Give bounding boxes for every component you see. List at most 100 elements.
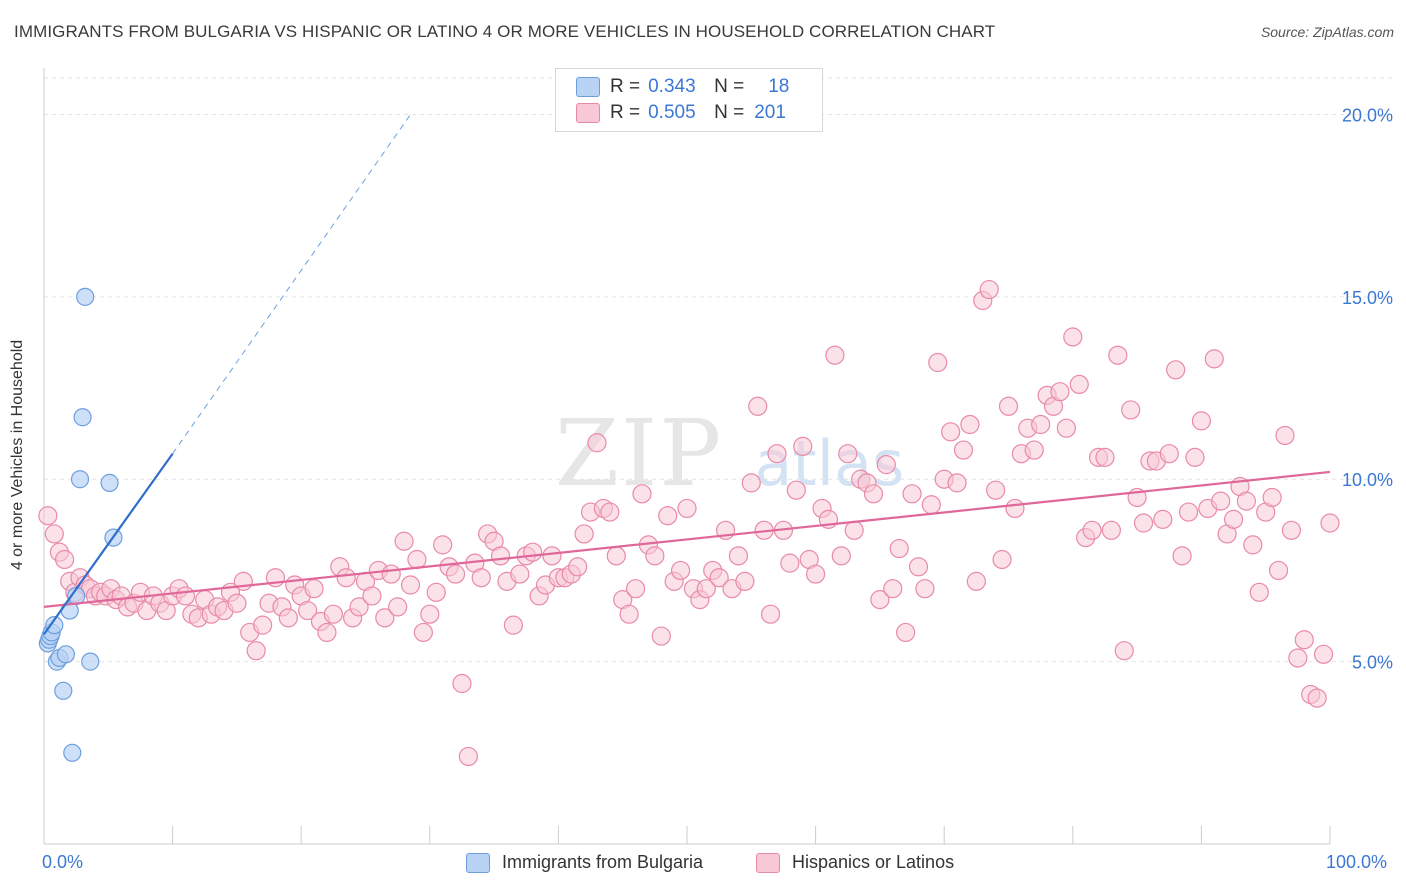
data-point-hispanic bbox=[452, 673, 472, 694]
data-point-hispanic bbox=[606, 546, 626, 566]
data-point-hispanic bbox=[510, 564, 530, 584]
data-point-hispanic bbox=[349, 597, 369, 617]
trend-line-bulgaria bbox=[43, 453, 174, 635]
data-point-hispanic bbox=[304, 579, 324, 599]
data-point-hispanic bbox=[870, 590, 890, 610]
data-point-hispanic bbox=[38, 506, 58, 526]
data-point-hispanic bbox=[1236, 491, 1257, 511]
data-point-hispanic bbox=[426, 582, 446, 602]
legend-row-bulgaria: R = 0.343 N = 18 bbox=[576, 74, 789, 100]
data-point-hispanic bbox=[966, 571, 986, 591]
data-point-hispanic bbox=[767, 444, 787, 464]
series-legend: Immigrants from Bulgaria Hispanics or La… bbox=[0, 852, 1406, 878]
data-point-hispanic bbox=[928, 352, 948, 373]
data-point-hispanic bbox=[1121, 400, 1141, 420]
data-point-hispanic bbox=[253, 615, 273, 635]
data-point-hispanic bbox=[1191, 411, 1212, 431]
data-point-hispanic bbox=[883, 579, 903, 599]
data-point-hispanic bbox=[54, 549, 75, 570]
data-point-hispanic bbox=[298, 600, 318, 621]
chart-title: IMMIGRANTS FROM BULGARIA VS HISPANIC OR … bbox=[14, 22, 996, 41]
y-tick-label: 5.0% bbox=[1352, 653, 1393, 673]
data-point-hispanic bbox=[490, 546, 511, 566]
data-point-hispanic bbox=[1024, 440, 1044, 460]
data-point-hispanic bbox=[1320, 513, 1340, 533]
data-point-hispanic bbox=[1056, 418, 1076, 438]
data-point-hispanic bbox=[670, 560, 691, 581]
data-point-hispanic bbox=[632, 484, 652, 504]
data-point-bulgaria bbox=[63, 743, 82, 762]
data-point-hispanic bbox=[381, 564, 401, 584]
data-point-hispanic bbox=[1166, 360, 1186, 380]
data-point-hispanic bbox=[587, 433, 607, 453]
data-point-hispanic bbox=[1063, 327, 1083, 347]
source-label: Source: ZipAtlas.com bbox=[1260, 24, 1394, 40]
legend-n-value: 201 bbox=[754, 102, 786, 123]
data-point-hispanic bbox=[947, 473, 967, 493]
data-point-hispanic bbox=[786, 480, 806, 500]
data-point-hispanic bbox=[844, 520, 864, 540]
data-point-hispanic bbox=[1223, 509, 1244, 529]
legend-swatch-pink bbox=[576, 103, 600, 123]
data-point-hispanic bbox=[908, 557, 929, 577]
data-point-hispanic bbox=[709, 568, 729, 588]
data-point-hispanic bbox=[748, 396, 768, 416]
legend-n-label: N = bbox=[714, 102, 745, 123]
data-point-hispanic bbox=[413, 622, 433, 643]
x-tick-label-min: 0.0% bbox=[42, 852, 84, 872]
data-point-hispanic bbox=[889, 538, 909, 559]
data-point-bulgaria bbox=[81, 652, 100, 671]
data-point-hispanic bbox=[960, 414, 980, 435]
data-point-hispanic bbox=[1159, 444, 1179, 464]
data-point-hispanic bbox=[651, 626, 671, 646]
data-point-hispanic bbox=[896, 622, 916, 643]
data-point-hispanic bbox=[760, 604, 781, 624]
data-point-hispanic bbox=[1050, 382, 1070, 402]
data-point-hispanic bbox=[317, 622, 337, 643]
data-point-hispanic bbox=[696, 579, 716, 599]
correlation-legend: R = 0.343 N = 18 R = 0.505 N = 201 bbox=[555, 68, 823, 132]
data-point-bulgaria bbox=[100, 473, 119, 492]
data-point-hispanic bbox=[1249, 582, 1269, 602]
data-point-hispanic bbox=[1069, 374, 1089, 394]
data-point-hispanic bbox=[471, 568, 491, 588]
data-point-hispanic bbox=[433, 535, 453, 555]
data-point-hispanic bbox=[941, 422, 961, 442]
legend-r-label: R = bbox=[610, 76, 641, 97]
data-point-hispanic bbox=[979, 279, 999, 300]
data-point-hispanic bbox=[568, 557, 588, 577]
y-tick-label: 10.0% bbox=[1342, 470, 1393, 490]
data-point-hispanic bbox=[1185, 447, 1205, 467]
data-point-hispanic bbox=[1288, 648, 1308, 668]
data-point-hispanic bbox=[458, 746, 478, 767]
data-point-hispanic bbox=[523, 542, 543, 562]
data-point-hispanic bbox=[388, 597, 408, 617]
data-point-hispanic bbox=[44, 524, 64, 544]
data-point-hispanic bbox=[400, 575, 421, 595]
data-point-hispanic bbox=[1095, 447, 1115, 467]
series-name-bulgaria: Immigrants from Bulgaria bbox=[502, 852, 704, 872]
data-point-hispanic bbox=[503, 615, 523, 635]
data-point-hispanic bbox=[741, 473, 761, 493]
data-point-hispanic bbox=[1082, 520, 1102, 540]
data-point-hispanic bbox=[1275, 425, 1295, 446]
data-point-hispanic bbox=[175, 586, 196, 606]
data-point-bulgaria bbox=[56, 645, 75, 664]
data-point-hispanic bbox=[863, 484, 884, 504]
series-name-hispanic: Hispanics or Latinos bbox=[792, 852, 955, 872]
legend-n-label: N = bbox=[714, 76, 745, 97]
data-point-hispanic bbox=[953, 440, 974, 460]
data-point-bulgaria bbox=[73, 408, 92, 427]
data-point-hispanic bbox=[394, 531, 414, 551]
data-point-hispanic bbox=[1268, 560, 1289, 581]
data-point-hispanic bbox=[445, 564, 466, 584]
data-point-hispanic bbox=[420, 604, 440, 624]
data-point-hispanic bbox=[1313, 644, 1334, 664]
data-point-hispanic bbox=[600, 502, 620, 522]
data-point-hispanic bbox=[407, 549, 427, 570]
data-point-hispanic bbox=[902, 484, 922, 504]
data-point-hispanic bbox=[336, 568, 356, 588]
data-point-hispanic bbox=[838, 444, 858, 464]
data-point-hispanic bbox=[1172, 546, 1192, 566]
data-point-bulgaria bbox=[54, 681, 73, 700]
